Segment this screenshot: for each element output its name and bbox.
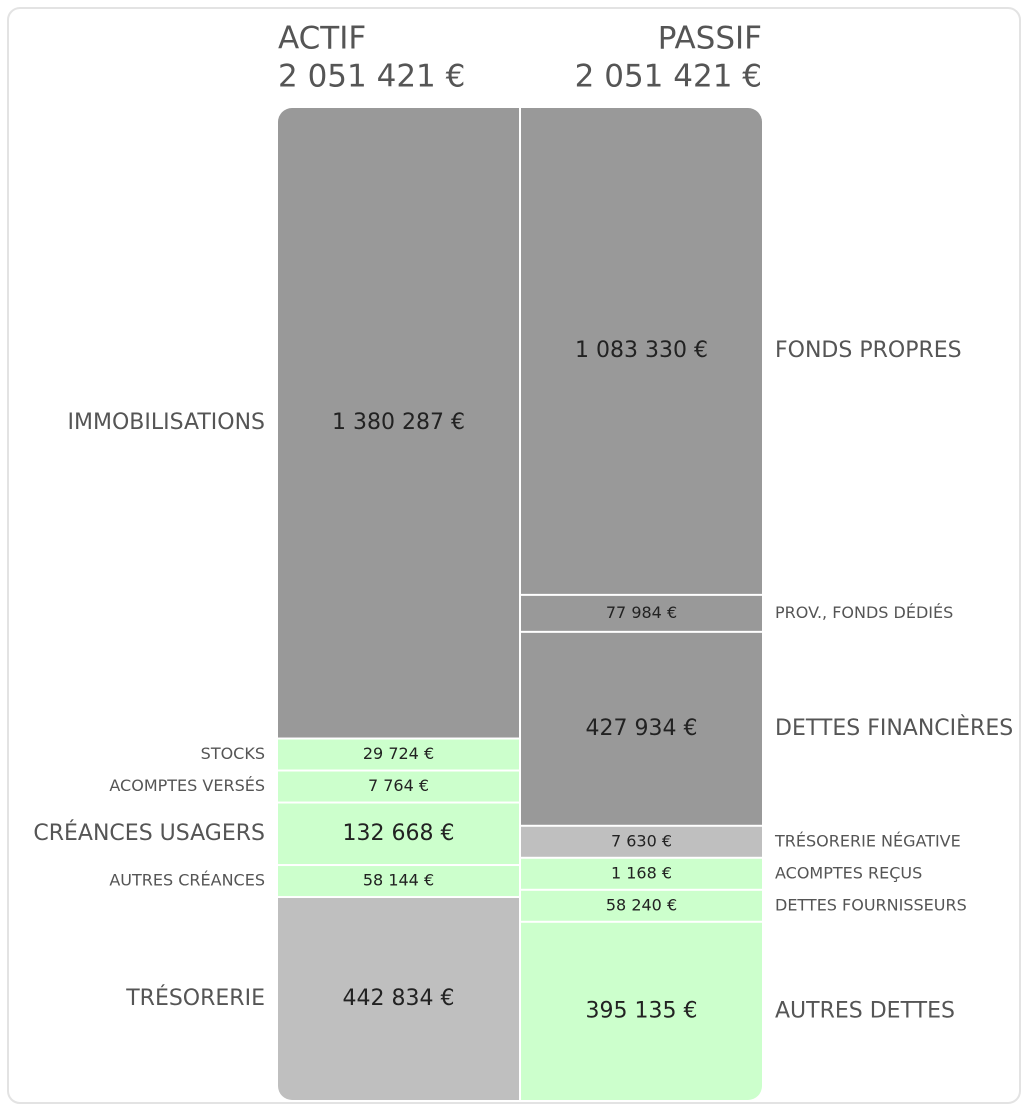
segment (278, 803, 519, 865)
segment (521, 858, 762, 889)
segment-label: CRÉANCES USAGERS (33, 820, 265, 846)
segment-label: AUTRES CRÉANCES (109, 871, 265, 890)
segment (521, 826, 762, 857)
segment-label: ACOMPTES REÇUS (775, 863, 922, 882)
segment-label: TRÉSORERIE (125, 985, 265, 1011)
value-label: 395 135 € (586, 998, 698, 1023)
segment (278, 108, 519, 738)
segment (521, 632, 762, 825)
segment-label: ACOMPTES VERSÉS (109, 776, 265, 795)
value-label: 77 984 € (606, 603, 677, 622)
segment (521, 108, 762, 594)
value-label: 7 764 € (368, 776, 429, 795)
segment (521, 890, 762, 921)
segment (278, 866, 519, 897)
value-label: 442 834 € (343, 986, 455, 1011)
value-label: 1 380 287 € (332, 410, 465, 435)
column-title: ACTIF (278, 21, 366, 57)
segment-label: IMMOBILISATIONS (68, 410, 265, 435)
value-label: 1 083 330 € (575, 338, 708, 363)
column-title: PASSIF (658, 21, 762, 57)
segment-label: FONDS PROPRES (775, 338, 962, 363)
segment-label: DETTES FOURNISSEURS (775, 895, 967, 914)
column-total: 2 051 421 € (575, 59, 762, 95)
segment-label: TRÉSORERIE NÉGATIVE (774, 831, 961, 850)
segment (278, 771, 519, 802)
value-label: 58 144 € (363, 871, 434, 890)
value-label: 427 934 € (586, 716, 698, 741)
value-label: 7 630 € (611, 831, 672, 850)
value-label: 132 668 € (343, 821, 455, 846)
segment-label: DETTES FINANCIÈRES (775, 715, 1013, 741)
segment (521, 595, 762, 631)
segment (278, 898, 519, 1100)
segment-label: PROV., FONDS DÉDIÉS (775, 603, 953, 622)
segment-label: STOCKS (201, 744, 265, 763)
value-label: 58 240 € (606, 895, 677, 914)
value-label: 29 724 € (363, 744, 434, 763)
segment-label: AUTRES DETTES (775, 998, 955, 1023)
column-total: 2 051 421 € (278, 59, 465, 95)
value-label: 1 168 € (611, 863, 672, 882)
segment (521, 922, 762, 1100)
segment (278, 739, 519, 770)
